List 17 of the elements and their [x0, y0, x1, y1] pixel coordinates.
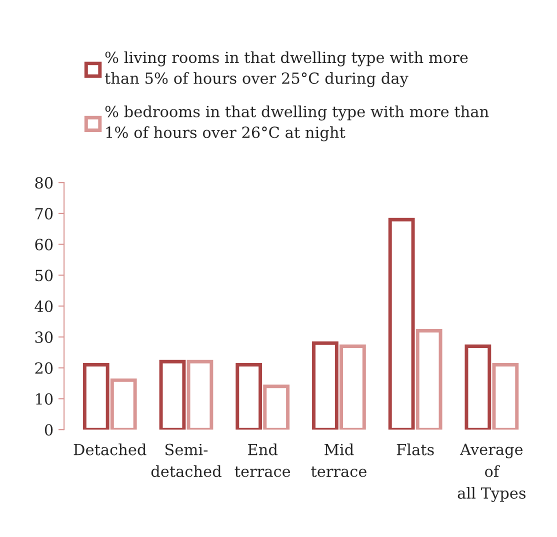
x-tick-label: Semi- detached — [151, 444, 222, 478]
x-tick-label: End terrace — [234, 443, 290, 478]
x-tick-label: Average of all Types — [458, 444, 526, 502]
y-tick-label: 80 — [35, 177, 53, 189]
y-tick-label: 70 — [35, 208, 53, 220]
y-tick-label: 40 — [34, 300, 53, 312]
y-tick-label: 20 — [35, 362, 53, 374]
x-tick-label: Detached — [74, 443, 146, 456]
y-tick-label: 10 — [36, 393, 53, 405]
legend-label: % living rooms in that dwelling type with more than 5% of hours over 25°C during day — [104, 51, 468, 88]
x-tick-label: Flats — [396, 443, 434, 456]
legend-label: % bedrooms in that dwelling type with more than 1% of hours over 26°C at night — [105, 105, 489, 142]
y-tick-label: 30 — [35, 331, 53, 343]
x-tick-label: Mid terrace — [311, 443, 366, 478]
y-tick-label: 50 — [35, 270, 53, 282]
y-tick-label: 60 — [35, 238, 53, 250]
y-tick-label: 0 — [44, 424, 53, 436]
